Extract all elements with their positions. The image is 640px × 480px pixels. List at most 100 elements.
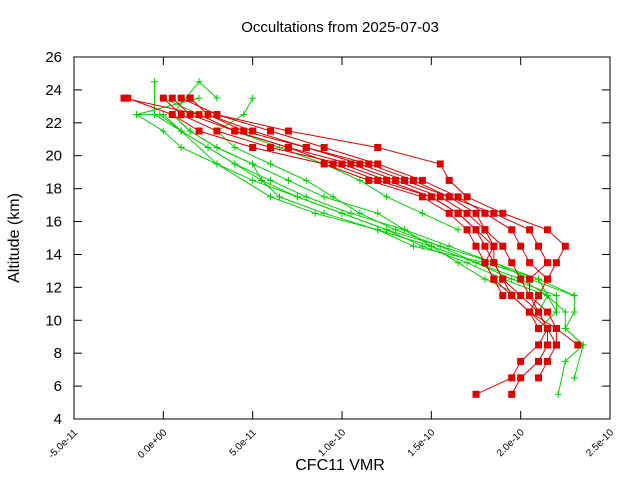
data-point-square: [490, 209, 498, 217]
y-tick-label: 12: [45, 279, 62, 296]
data-point-plus: [401, 226, 409, 234]
data-point-plus: [383, 193, 391, 201]
data-point-plus: [159, 127, 167, 135]
data-point-plus: [267, 176, 275, 184]
data-point-plus: [231, 144, 239, 151]
data-point-square: [463, 209, 471, 217]
y-tick-label: 14: [45, 246, 62, 263]
data-point-square: [517, 275, 525, 283]
data-point-square: [338, 160, 346, 168]
data-point-square: [535, 292, 543, 300]
data-point-plus: [418, 242, 426, 250]
data-point-square: [436, 160, 444, 168]
data-point-plus: [454, 259, 462, 267]
data-point-plus: [240, 111, 248, 119]
data-point-plus: [150, 78, 158, 86]
y-tick-label: 16: [45, 214, 62, 231]
data-point-plus: [356, 176, 364, 184]
data-point-plus: [445, 242, 453, 250]
y-axis: 4 6 8 10 12 14 16 18 20 22 24 26: [45, 49, 610, 428]
data-point-square: [329, 160, 337, 168]
data-point-plus: [481, 275, 489, 283]
data-point-square: [574, 341, 582, 349]
data-point-plus: [204, 144, 212, 151]
data-point-plus: [374, 226, 382, 234]
data-point-square: [374, 144, 382, 151]
data-point-square: [302, 144, 310, 151]
data-point-plus: [213, 160, 221, 168]
data-point-plus: [177, 127, 185, 135]
x-tick-label: -5.0e-11: [47, 427, 81, 461]
data-point-square: [552, 325, 560, 332]
data-point-square: [543, 357, 551, 365]
data-point-square: [186, 94, 194, 102]
data-point-square: [535, 325, 543, 332]
data-point-plus: [249, 94, 257, 102]
data-point-plus: [195, 78, 203, 86]
data-point-square: [481, 209, 489, 217]
data-point-plus: [570, 374, 578, 382]
data-point-plus: [552, 308, 560, 316]
data-point-square: [463, 226, 471, 234]
data-point-square: [320, 144, 328, 151]
data-point-square: [177, 111, 185, 119]
data-point-square: [499, 242, 507, 250]
data-point-plus: [570, 308, 578, 316]
data-point-square: [418, 176, 426, 184]
data-point-square: [499, 275, 507, 283]
data-point-plus: [133, 111, 141, 119]
y-tick-label: 6: [54, 378, 62, 395]
x-tick-label: 0.0e+00: [136, 427, 170, 461]
data-point-square: [535, 308, 543, 316]
series-green-profile: [150, 78, 587, 398]
data-point-plus: [392, 226, 400, 234]
y-tick-label: 22: [45, 115, 62, 132]
data-point-square: [508, 226, 516, 234]
data-point-plus: [284, 176, 292, 184]
data-point-square: [436, 193, 444, 201]
data-point-square: [365, 176, 373, 184]
data-point-plus: [177, 144, 185, 151]
y-tick-label: 10: [45, 312, 62, 329]
data-point-square: [365, 160, 373, 168]
data-point-square: [168, 111, 176, 119]
data-point-square: [526, 275, 534, 283]
data-point-square: [356, 160, 364, 168]
data-point-square: [445, 176, 453, 184]
series-red-profile: [120, 94, 507, 300]
data-point-plus: [454, 226, 462, 234]
data-point-square: [472, 390, 480, 398]
data-point-plus: [570, 292, 578, 300]
data-point-square: [195, 111, 203, 119]
data-point-plus: [436, 242, 444, 250]
data-point-square: [535, 357, 543, 365]
data-point-square: [508, 374, 516, 382]
data-point-square: [543, 325, 551, 332]
series-green-profile: [168, 111, 525, 300]
data-point-plus: [535, 275, 543, 283]
data-point-square: [267, 144, 275, 151]
data-point-plus: [427, 242, 435, 250]
data-point-square: [120, 94, 128, 102]
data-point-square: [481, 242, 489, 250]
data-point-square: [508, 259, 516, 267]
data-point-square: [374, 176, 382, 184]
data-point-square: [517, 242, 525, 250]
data-point-square: [445, 209, 453, 217]
series-green-profile: [133, 111, 578, 300]
data-point-square: [517, 374, 525, 382]
series-line: [171, 114, 521, 297]
data-point-square: [454, 209, 462, 217]
x-axis: -5.0e-11 0.0e+00 5.0e-11 1.0e-10 1.5e-10 2.0e…: [47, 57, 616, 461]
x-tick-label: 5.0e-11: [228, 427, 260, 459]
data-point-square: [213, 111, 221, 119]
data-point-plus: [186, 127, 194, 135]
y-tick-label: 8: [54, 345, 62, 362]
data-point-square: [249, 144, 257, 151]
data-point-square: [508, 292, 516, 300]
data-point-plus: [418, 209, 426, 217]
data-point-plus: [374, 209, 382, 217]
data-point-square: [320, 160, 328, 168]
data-point-square: [499, 209, 507, 217]
